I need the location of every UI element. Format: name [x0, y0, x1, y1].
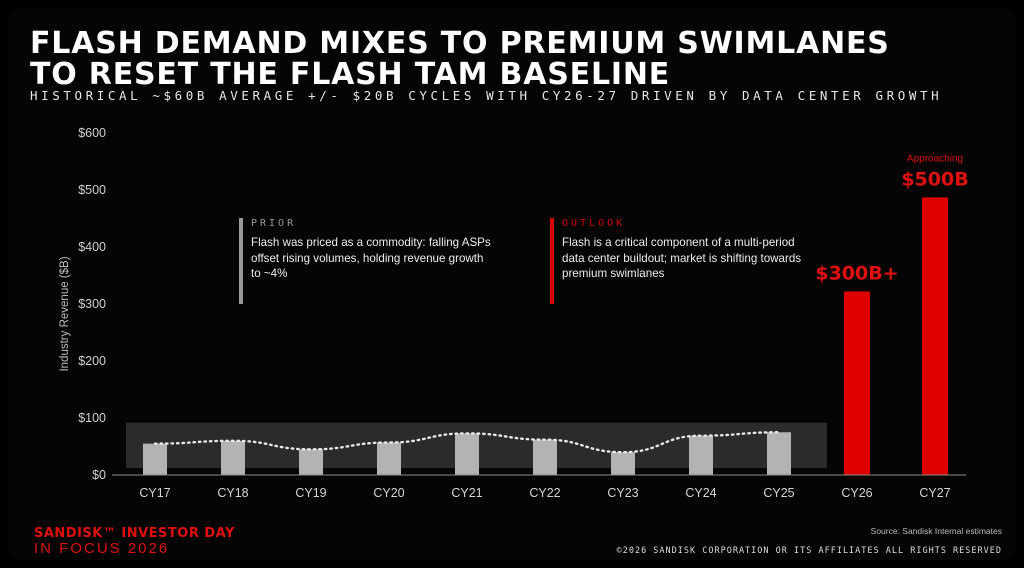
historical-bar [611, 452, 635, 475]
annotation-label: $300B+ [815, 262, 898, 284]
x-tick-label: CY25 [763, 486, 794, 500]
historical-bar [767, 432, 791, 475]
source-note: Source: Sandisk Internal estimates [870, 526, 1002, 536]
historical-bar [299, 449, 323, 475]
logo-event: IN FOCUS 2026 [34, 540, 170, 557]
x-tick-label: CY17 [139, 486, 170, 500]
slide-title: FLASH DEMAND MIXES TO PREMIUM SWIMLANES … [30, 28, 890, 90]
projected-bar [922, 197, 948, 475]
historical-bar [143, 443, 167, 475]
outlook-text: Flash is a critical component of a multi… [562, 236, 802, 280]
prior-text: Flash was priced as a commodity: falling… [251, 236, 491, 280]
outlook-heading: OUTLOOK [562, 218, 626, 229]
x-tick-label: CY18 [217, 486, 248, 500]
revenue-chart: $0 $100 $200 $300 $400 $500 $600 Industry Reven… [59, 126, 969, 500]
annotation-label: $500B [901, 168, 968, 190]
prior-heading: PRIOR [251, 218, 297, 229]
historical-bar [377, 442, 401, 475]
slide-title-line-2: TO RESET THE FLASH TAM BASELINE [30, 57, 671, 92]
historical-bar [689, 435, 713, 475]
y-tick-label: $400 [78, 240, 106, 254]
y-tick-label: $500 [78, 183, 106, 197]
outlook-callout: OUTLOOK Flash is a critical component of… [550, 218, 807, 304]
annotation-prefix: Approaching [907, 153, 963, 164]
sandisk-logo: SANDISK™ INVESTOR DAY IN FOCUS 2026 [34, 526, 235, 557]
x-tick-label: CY23 [607, 486, 638, 500]
y-tick-label: $200 [78, 354, 106, 368]
projected-bar [844, 291, 870, 475]
y-tick-label: $600 [78, 126, 106, 140]
x-tick-label: CY27 [919, 486, 950, 500]
x-tick-label: CY22 [529, 486, 560, 500]
x-tick-label: CY20 [373, 486, 404, 500]
historical-bar [533, 439, 557, 475]
x-tick-label: CY19 [295, 486, 326, 500]
y-tick-label: $100 [78, 411, 106, 425]
historical-bar [455, 433, 479, 475]
x-tick-label: CY24 [685, 486, 716, 500]
x-tick-label: CY21 [451, 486, 482, 500]
trend-line [153, 431, 781, 454]
prior-callout: PRIOR Flash was priced as a commodity: f… [239, 218, 491, 304]
y-axis-label: Industry Revenue ($B) [59, 256, 71, 371]
historical-bar [221, 440, 245, 475]
slide-title-line-1: FLASH DEMAND MIXES TO PREMIUM SWIMLANES [30, 26, 890, 61]
x-tick-label: CY26 [841, 486, 872, 500]
slide-subtitle: HISTORICAL ~$60B AVERAGE +/- $20B CYCLES… [30, 88, 943, 103]
logo-brand: SANDISK™ INVESTOR DAY [34, 526, 235, 541]
slide-frame: FLASH DEMAND MIXES TO PREMIUM SWIMLANES … [8, 8, 1016, 560]
y-tick-label: $300 [78, 297, 106, 311]
copyright-note: ©2026 SANDISK CORPORATION OR ITS AFFILIA… [616, 546, 1002, 556]
y-tick-label: $0 [92, 468, 106, 482]
